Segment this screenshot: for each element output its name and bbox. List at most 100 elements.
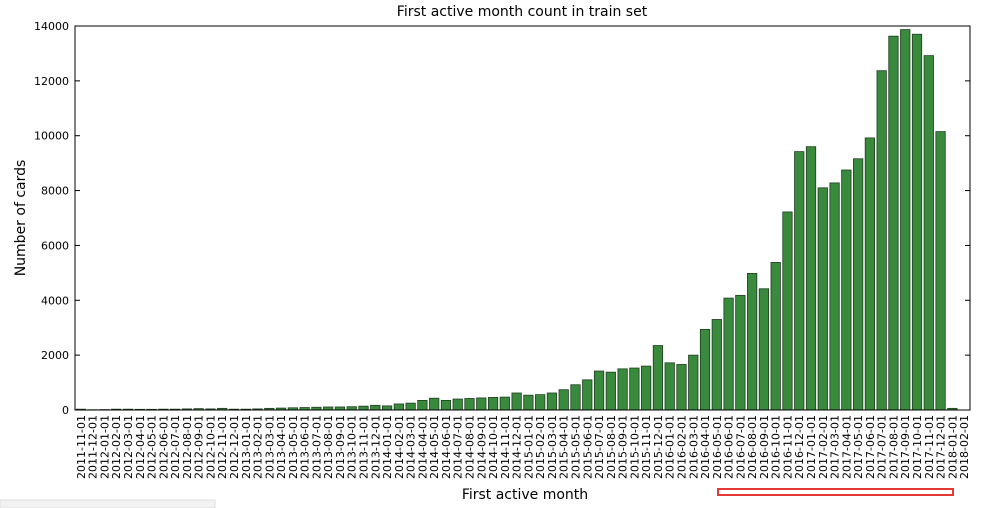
- bar: [711, 319, 722, 411]
- x-tick-label: 2011-12-01: [87, 415, 100, 479]
- bar: [358, 405, 369, 411]
- bar: [405, 402, 416, 411]
- x-tick-label: 2014-09-01: [475, 415, 488, 479]
- x-tick-label: 2015-12-01: [652, 415, 665, 479]
- bar: [429, 397, 440, 411]
- y-tick-label: 14000: [34, 20, 69, 33]
- x-tick-label: 2013-06-01: [299, 415, 312, 479]
- bar: [593, 370, 605, 411]
- x-tick-label: 2015-05-01: [569, 415, 582, 479]
- x-tick-label: 2017-10-01: [911, 415, 924, 479]
- bar: [452, 398, 463, 411]
- bar: [758, 288, 770, 411]
- x-tick-label: 2017-07-01: [876, 415, 889, 479]
- x-tick-label: 2012-10-01: [204, 415, 217, 479]
- x-tick-label: 2016-04-01: [699, 415, 712, 479]
- bar: [853, 158, 864, 411]
- x-tick-label: 2016-10-01: [770, 415, 783, 479]
- x-tick-label: 2016-09-01: [758, 415, 771, 479]
- bar: [440, 399, 452, 411]
- bar: [617, 368, 628, 411]
- x-tick-label: 2013-10-01: [346, 415, 359, 479]
- bar: [476, 397, 487, 411]
- x-tick-label: 2016-08-01: [746, 415, 759, 479]
- x-tick-label: 2014-08-01: [464, 415, 477, 479]
- x-tick-label: 2015-03-01: [546, 415, 559, 479]
- bar: [393, 403, 404, 411]
- x-tick-label: 2015-11-01: [640, 415, 653, 479]
- bar: [817, 187, 828, 411]
- chart-title: First active month count in train set: [397, 4, 648, 20]
- bar: [381, 405, 393, 411]
- x-tick-label: 2016-06-01: [723, 415, 736, 479]
- x-tick-label: 2012-11-01: [216, 415, 229, 479]
- y-tick-label: 2000: [41, 349, 69, 362]
- bar: [782, 211, 793, 411]
- x-tick-label: 2016-11-01: [781, 415, 794, 479]
- x-tick-label: 2017-09-01: [899, 415, 912, 479]
- bar: [487, 396, 499, 411]
- x-tick-label: 2016-07-01: [734, 415, 747, 479]
- x-tick-label: 2014-10-01: [487, 415, 500, 479]
- x-tick-label: 2016-02-01: [675, 415, 688, 479]
- bar: [805, 146, 817, 411]
- x-tick-label: 2016-01-01: [664, 415, 677, 479]
- x-tick-label: 2013-07-01: [310, 415, 323, 479]
- x-tick-label: 2015-10-01: [628, 415, 641, 479]
- bar: [641, 365, 652, 411]
- bar: [829, 182, 840, 411]
- bar: [735, 294, 746, 411]
- y-tick-label: 10000: [34, 130, 69, 143]
- x-tick-label: 2012-02-01: [110, 415, 123, 479]
- x-tick-label: 2012-12-01: [228, 415, 241, 479]
- x-tick-label: 2016-12-01: [793, 415, 806, 479]
- x-tick-label: 2015-02-01: [534, 415, 547, 479]
- bar: [770, 262, 781, 411]
- bar: [629, 367, 640, 411]
- x-tick-label: 2015-07-01: [593, 415, 606, 479]
- bar: [511, 392, 522, 411]
- bar: [888, 35, 899, 411]
- bar: [699, 328, 711, 411]
- bar: [464, 398, 475, 411]
- bar: [652, 345, 664, 411]
- x-axis-label: First active month: [462, 487, 588, 503]
- x-tick-label: 2018-01-01: [946, 415, 959, 479]
- y-tick-label: 0: [62, 404, 69, 417]
- bar: [841, 169, 852, 411]
- x-tick-label: 2013-04-01: [275, 415, 288, 479]
- bar: [605, 371, 616, 411]
- x-tick-label: 2017-01-01: [805, 415, 818, 479]
- x-tick-label: 2015-06-01: [581, 415, 594, 479]
- y-tick-label: 6000: [41, 239, 69, 252]
- bar: [911, 33, 923, 411]
- bar: [688, 354, 699, 411]
- y-tick-label: 12000: [34, 75, 69, 88]
- bar: [794, 151, 805, 411]
- bar: [876, 70, 887, 411]
- x-tick-label: 2014-04-01: [416, 415, 429, 479]
- x-tick-label: 2017-02-01: [817, 415, 830, 479]
- bar: [864, 137, 876, 411]
- x-tick-label: 2013-08-01: [322, 415, 335, 479]
- x-tick-label: 2014-11-01: [499, 415, 512, 479]
- x-tick-label: 2012-09-01: [193, 415, 206, 479]
- x-tick-label: 2014-03-01: [405, 415, 418, 479]
- bar: [523, 394, 534, 411]
- y-axis-label: Number of cards: [13, 160, 29, 277]
- x-tick-label: 2017-03-01: [829, 415, 842, 479]
- x-tick-label: 2017-12-01: [935, 415, 948, 479]
- bar: [664, 362, 675, 411]
- x-tick-label: 2016-05-01: [711, 415, 724, 479]
- highlight-box: [717, 488, 954, 496]
- x-tick-label: 2013-09-01: [334, 415, 347, 479]
- x-tick-label: 2013-11-01: [358, 415, 371, 479]
- bar: [747, 273, 758, 411]
- bar: [546, 392, 558, 411]
- x-tick-label: 2012-04-01: [134, 415, 147, 479]
- x-tick-label: 2017-05-01: [852, 415, 865, 479]
- bar: [370, 404, 381, 411]
- x-tick-label: 2012-05-01: [146, 415, 159, 479]
- scrollbar: [0, 499, 216, 508]
